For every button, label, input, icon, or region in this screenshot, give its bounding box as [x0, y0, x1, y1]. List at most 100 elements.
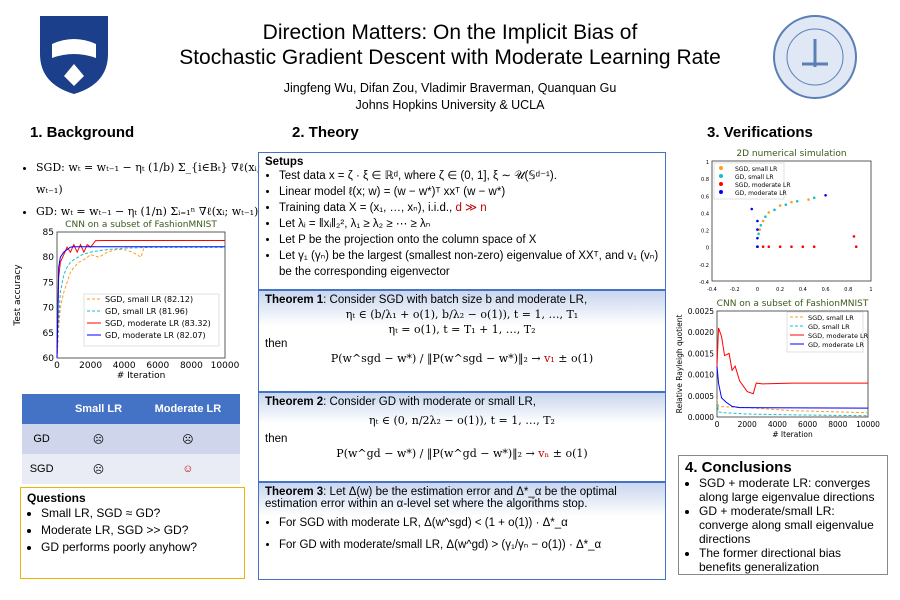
theorem-result: P(w^sgd − w*) / ‖P(w^sgd − w*)‖₂ → v₁ ± … [265, 352, 659, 365]
theorem-result: P(w^gd − w*) / ‖P(w^gd − w*)‖₂ → vₙ ± o(… [265, 447, 659, 460]
gd-formula: GD: wₜ = wₜ₋₁ − ηₜ (1/n) Σᵢ₌₁ⁿ ∇ℓ(xᵢ; wₜ… [36, 201, 271, 223]
data-point [758, 228, 761, 231]
data-point [756, 228, 759, 231]
data-point [790, 200, 793, 204]
author-list: Jingfeng Wu, Difan Zou, Vladimir Braverm… [283, 81, 617, 95]
y-axis-label: Relative Rayleigh quotient [675, 315, 684, 414]
legend-marker [719, 182, 723, 186]
y-axis-label: Test accuracy [13, 264, 23, 327]
series-line [56, 239, 225, 359]
y-tick-label: 80 [43, 253, 55, 263]
series-line [716, 399, 869, 414]
x-tick-label: 0.6 [822, 287, 830, 293]
data-point [756, 245, 759, 249]
x-axis-label: # Iteration [117, 371, 166, 381]
y-tick-label: 75 [43, 278, 54, 288]
theorem-title: Theorem 1 [265, 294, 324, 306]
setup-item: Training data X = (x₁, …, xₙ), i.i.d., d… [279, 200, 659, 216]
data-point [759, 223, 763, 227]
x-tick-label: 8000 [180, 361, 203, 371]
series-line [56, 246, 145, 359]
poster-title: Direction Matters: On the Implicit Bias … [150, 20, 750, 70]
y-tick-label: -0.4 [699, 280, 709, 286]
authors: Jingfeng Wu, Difan Zou, Vladimir Braverm… [150, 80, 750, 114]
legend-label: SGD, moderate LR (83.32) [105, 319, 211, 328]
sgd-formula: SGD: wₜ = wₜ₋₁ − ηₜ (1/b) Σ_{i∈Bₜ} ∇ℓ(xᵢ… [36, 157, 271, 201]
y-tick-label: -0.2 [699, 263, 709, 269]
setup-text: Training data X = (x₁, …, xₙ), i.i.d., [279, 202, 453, 214]
data-point [761, 245, 765, 249]
theorem-3-box: Theorem 3: Let Δ(w) be the estimation er… [258, 482, 666, 580]
data-point [784, 203, 788, 207]
legend-label: GD, small LR (81.96) [105, 307, 188, 316]
theory-heading: 2. Theory [292, 124, 359, 141]
d-gg-n: d ≫ n [455, 202, 487, 214]
theorem-item: For GD with moderate/small LR, Δ(w^gd) >… [279, 534, 659, 556]
legend-label: GD, small LR [808, 323, 850, 331]
accuracy-chart: CNN on a subset of FashionMNIST 0 2000 4000… [13, 220, 240, 381]
x-tick-label: 0.4 [799, 287, 807, 293]
y-tick-label: 0.0020 [688, 328, 714, 337]
comparison-table: Small LR Moderate LR GD ☹ ☹ SGD ☹ ☺ [22, 394, 240, 484]
y-tick-label: 85 [43, 228, 54, 238]
data-point [767, 245, 771, 249]
setups-box: Setups Test data x = ζ · ξ ∈ ℝᵈ, where ζ… [258, 152, 666, 290]
series-line [56, 246, 225, 359]
then-label: then [265, 433, 288, 445]
data-point [757, 232, 760, 236]
x-tick-label: 0 [54, 361, 60, 371]
series-line [716, 366, 869, 409]
y-tick-label: 0.4 [701, 211, 709, 217]
question-item: Small LR, SGD ≈ GD? [41, 505, 238, 522]
data-point [852, 235, 856, 238]
uc-seal-logo [773, 15, 857, 99]
setup-item: Let λᵢ = ‖xᵢ‖₂², λ₁ ≥ λ₂ ≥ ⋯ ≥ λₙ [279, 216, 659, 232]
theorem-2-box: Theorem 2: Consider GD with moderate or … [258, 392, 666, 482]
data-point [773, 208, 776, 212]
legend-marker [719, 190, 723, 194]
theorem-equation: ηₜ = o(1), t = T₁ + 1, …, T₂ [388, 323, 536, 336]
setups-title: Setups [265, 156, 304, 168]
series-line [716, 327, 868, 395]
data-point [767, 211, 771, 214]
conclusions-heading: 4. Conclusions [685, 459, 792, 476]
x-axis-label: # Iteration [772, 430, 813, 439]
theorem-text: : Let Δ(w) be the estimation error and Δ… [265, 486, 617, 510]
y-tick-label: 0.0005 [688, 392, 714, 401]
x-tick-label: 10000 [211, 361, 240, 371]
data-point [790, 245, 793, 249]
legend-marker [719, 166, 723, 170]
table-cell: ☹ [92, 433, 105, 446]
data-point [756, 219, 759, 223]
x-tick-label: 4000 [113, 361, 136, 371]
table-cell: GD [33, 433, 50, 445]
table-header-row: Small LR Moderate LR [22, 394, 240, 424]
result-vector: v₁ [544, 352, 555, 365]
x-tick-label: 6000 [798, 420, 817, 429]
table-cell: ☹ [182, 433, 194, 446]
y-tick-label: 65 [43, 329, 54, 339]
theorem-title: Theorem 2 [265, 396, 324, 408]
conclusion-item: SGD + moderate LR: converges along large… [699, 476, 881, 504]
data-point [812, 245, 816, 249]
x-tick-label: 0 [756, 287, 759, 293]
table-cell: SGD [29, 463, 54, 475]
data-point [778, 204, 782, 207]
jhu-logo [40, 16, 108, 94]
legend-label: GD, small LR [735, 174, 773, 181]
legend-box [786, 311, 864, 353]
result-tail: ± o(1) [554, 352, 594, 365]
data-point [761, 219, 765, 223]
setup-item: Linear model ℓ(x; w) = (w − w*)ᵀ xxᵀ (w … [279, 184, 659, 200]
x-tick-label: -0.4 [707, 287, 717, 293]
setup-item: Let P be the projection onto the column … [279, 232, 659, 248]
y-tick-label: 0.0025 [688, 307, 714, 316]
y-tick-label: 1 [706, 160, 709, 166]
x-tick-label: 0 [715, 420, 720, 429]
title-line-2: Stochastic Gradient Descent with Moderat… [179, 46, 721, 69]
x-tick-label: 2000 [79, 361, 102, 371]
legend-box [83, 293, 220, 347]
chart-title: 2D numerical simulation [736, 149, 846, 159]
x-tick-label: 8000 [828, 420, 847, 429]
x-tick-label: 2000 [738, 420, 757, 429]
